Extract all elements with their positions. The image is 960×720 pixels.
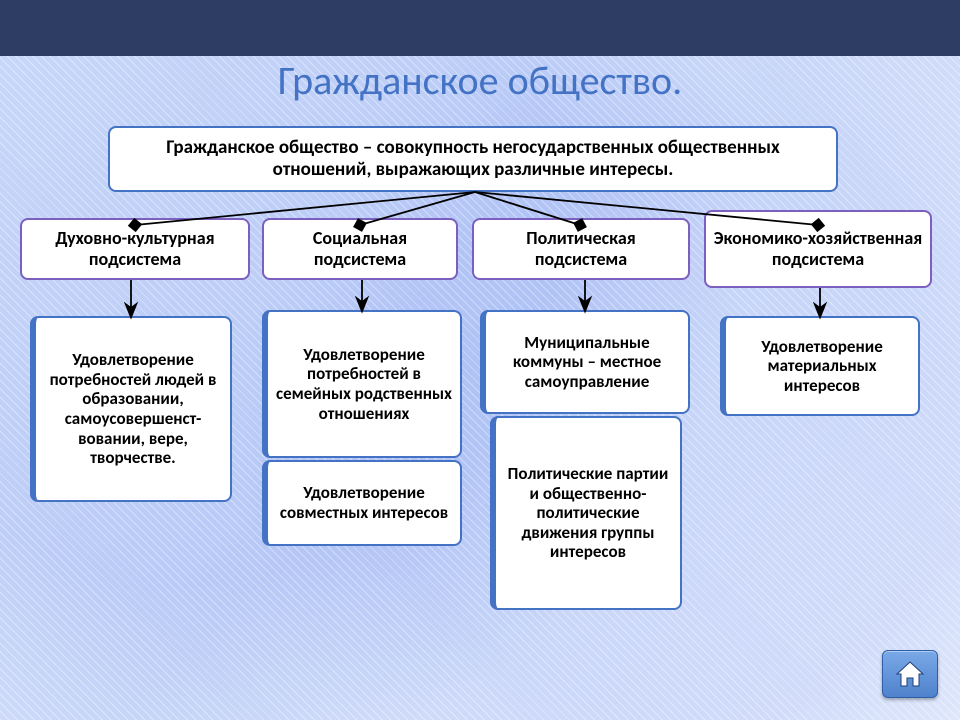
subsystem-spirit: Духовно-культурная подсистема bbox=[20, 218, 250, 280]
detail-box-social-1: Удовлетворение потребностей в семейных р… bbox=[262, 310, 462, 458]
detail-box-polit-3: Муниципальные коммуны – местное самоупра… bbox=[480, 310, 690, 414]
detail-box-spirit-0: Удовлетворение потребностей людей в обра… bbox=[30, 316, 232, 502]
top-strip bbox=[0, 0, 960, 56]
subsystem-label: Социальная подсистема bbox=[270, 228, 450, 269]
home-icon bbox=[893, 659, 927, 689]
slide-title: Гражданское общество. bbox=[0, 56, 960, 105]
detail-text: Удовлетворение потребностей в семейных р… bbox=[274, 345, 454, 423]
detail-box-polit-4: Политические партии и общественно-полити… bbox=[490, 416, 682, 610]
detail-text: Удовлетворение совместных интересов bbox=[274, 483, 454, 522]
subsystem-label: Духовно-культурная подсистема bbox=[28, 228, 242, 269]
subsystem-label: Политическая подсистема bbox=[480, 228, 682, 269]
detail-box-social-2: Удовлетворение совместных интересов bbox=[262, 460, 462, 546]
subsystem-label: Экономико-хозяйственная подсистема bbox=[712, 228, 924, 269]
detail-text: Удовлетворение потребностей людей в обра… bbox=[42, 350, 224, 467]
detail-box-econ-5: Удовлетворение материальных интересов bbox=[720, 316, 920, 416]
definition-text: Гражданское общество – совокупность него… bbox=[116, 137, 830, 181]
detail-text: Муниципальные коммуны – местное самоупра… bbox=[492, 333, 682, 392]
subsystem-polit: Политическая подсистема bbox=[472, 218, 690, 280]
home-button[interactable] bbox=[882, 650, 938, 698]
subsystem-social: Социальная подсистема bbox=[262, 218, 458, 280]
subsystem-econ: Экономико-хозяйственная подсистема bbox=[704, 210, 932, 288]
detail-text: Удовлетворение материальных интересов bbox=[732, 337, 912, 396]
definition-box: Гражданское общество – совокупность него… bbox=[108, 126, 838, 192]
detail-text: Политические партии и общественно-полити… bbox=[502, 464, 674, 562]
